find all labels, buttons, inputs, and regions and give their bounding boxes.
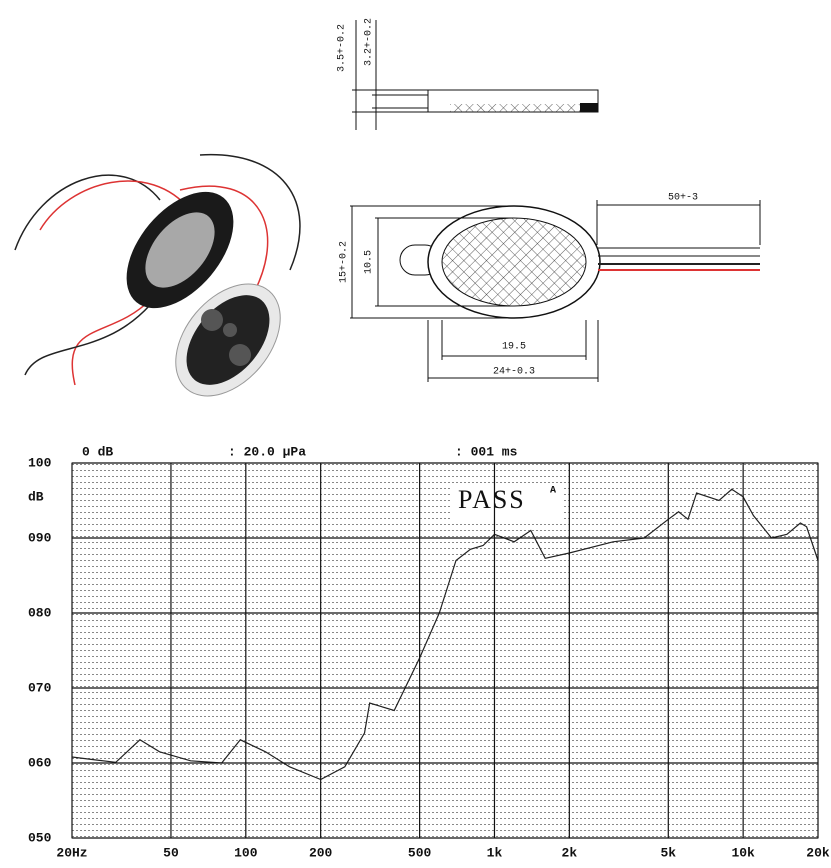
- response-line: [71, 488, 819, 781]
- y-tick-label: 100: [28, 455, 52, 470]
- dim-label: 3.5+-0.2: [337, 24, 348, 72]
- front-view: 50+-3 15+-0.2 10.5 19.5 24+-0.3: [339, 193, 761, 382]
- dim-label: 19.5: [502, 342, 526, 353]
- y-tick-label: 080: [28, 605, 52, 620]
- y-tick-label: 070: [28, 680, 52, 695]
- y-tick-label: 060: [28, 755, 52, 770]
- y-tick-label: 090: [28, 530, 52, 545]
- dim-label: 24+-0.3: [493, 367, 535, 378]
- plot-area: [71, 462, 819, 839]
- y-tick-label: 050: [28, 830, 52, 845]
- x-tick-label: 20Hz: [56, 845, 87, 860]
- x-tick-label: 200: [309, 845, 333, 860]
- x-tick-label: 50: [163, 845, 179, 860]
- annotation: : 20.0 μPa: [228, 444, 306, 459]
- x-tick-label: 20k: [806, 845, 830, 860]
- annotation: : 001 ms: [455, 444, 518, 459]
- dim-label: 3.2+-0.2: [364, 18, 375, 66]
- dim-label: 10.5: [364, 250, 375, 274]
- side-view: 3.5+-0.2 3.2+-0.2: [337, 18, 599, 130]
- product-photo: [14, 153, 301, 397]
- x-tick-label: 500: [408, 845, 432, 860]
- y-axis-label: dB: [28, 489, 44, 504]
- stamp: PASS: [458, 485, 526, 514]
- x-tick-label: 2k: [562, 845, 578, 860]
- x-tick-label: 5k: [660, 845, 676, 860]
- stamp-box: [452, 483, 562, 519]
- x-tick-label: 10k: [731, 845, 755, 860]
- x-tick-label: 1k: [487, 845, 503, 860]
- dim-label: 50+-3: [668, 193, 698, 204]
- dim-label: 15+-0.2: [339, 241, 350, 283]
- stamp-mark: A: [550, 486, 556, 497]
- annotation: 0 dB: [82, 444, 113, 459]
- x-tick-label: 100: [234, 845, 258, 860]
